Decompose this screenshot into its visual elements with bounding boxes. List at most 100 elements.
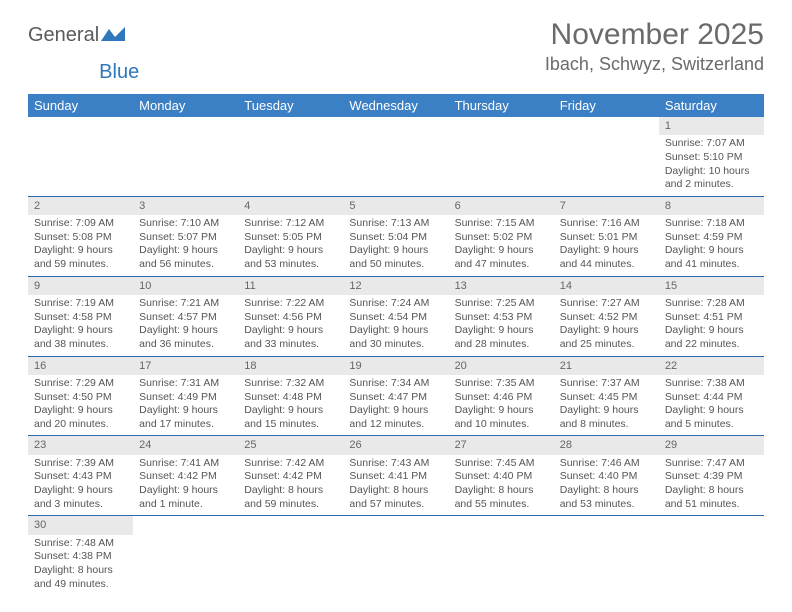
daylight-text: Daylight: 9 hours and 30 minutes. [349,324,442,351]
sunrise-text: Sunrise: 7:31 AM [139,377,232,391]
calendar-empty-cell [659,516,764,595]
day-number: 20 [449,357,554,375]
logo: General [28,18,125,47]
daylight-text: Daylight: 9 hours and 59 minutes. [34,244,127,271]
daylight-text: Daylight: 9 hours and 41 minutes. [665,244,758,271]
day-number: 25 [238,436,343,454]
calendar-body: 1Sunrise: 7:07 AMSunset: 5:10 PMDaylight… [28,117,764,595]
calendar-day-cell: 8Sunrise: 7:18 AMSunset: 4:59 PMDaylight… [659,196,764,276]
sunrise-text: Sunrise: 7:24 AM [349,297,442,311]
logo-text-1: General [28,24,99,47]
daylight-text: Daylight: 9 hours and 28 minutes. [455,324,548,351]
sunset-text: Sunset: 4:57 PM [139,311,232,325]
sunset-text: Sunset: 5:10 PM [665,151,758,165]
sunset-text: Sunset: 4:40 PM [455,470,548,484]
calendar-day-cell: 11Sunrise: 7:22 AMSunset: 4:56 PMDayligh… [238,276,343,356]
calendar-day-cell: 14Sunrise: 7:27 AMSunset: 4:52 PMDayligh… [554,276,659,356]
calendar-day-cell: 23Sunrise: 7:39 AMSunset: 4:43 PMDayligh… [28,436,133,516]
calendar-empty-cell [554,117,659,196]
day-number: 10 [133,277,238,295]
day-number: 11 [238,277,343,295]
calendar-day-cell: 30Sunrise: 7:48 AMSunset: 4:38 PMDayligh… [28,516,133,595]
flag-icon [101,27,125,45]
day-number: 23 [28,436,133,454]
sunset-text: Sunset: 5:01 PM [560,231,653,245]
sunrise-text: Sunrise: 7:27 AM [560,297,653,311]
sunset-text: Sunset: 4:54 PM [349,311,442,325]
sunrise-text: Sunrise: 7:46 AM [560,457,653,471]
weekday-header: Monday [133,94,238,117]
calendar-empty-cell [343,117,448,196]
daylight-text: Daylight: 9 hours and 53 minutes. [244,244,337,271]
day-number: 3 [133,197,238,215]
calendar-day-cell: 26Sunrise: 7:43 AMSunset: 4:41 PMDayligh… [343,436,448,516]
calendar-day-cell: 28Sunrise: 7:46 AMSunset: 4:40 PMDayligh… [554,436,659,516]
sunrise-text: Sunrise: 7:35 AM [455,377,548,391]
calendar-empty-cell [238,516,343,595]
calendar-empty-cell [449,516,554,595]
day-number: 27 [449,436,554,454]
day-number: 17 [133,357,238,375]
daylight-text: Daylight: 10 hours and 2 minutes. [665,165,758,192]
calendar-empty-cell [133,516,238,595]
sunset-text: Sunset: 4:56 PM [244,311,337,325]
day-number: 24 [133,436,238,454]
weekday-header: Friday [554,94,659,117]
sunset-text: Sunset: 4:51 PM [665,311,758,325]
weekday-header: Thursday [449,94,554,117]
sunset-text: Sunset: 4:53 PM [455,311,548,325]
sunrise-text: Sunrise: 7:13 AM [349,217,442,231]
calendar-day-cell: 20Sunrise: 7:35 AMSunset: 4:46 PMDayligh… [449,356,554,436]
calendar-week-row: 2Sunrise: 7:09 AMSunset: 5:08 PMDaylight… [28,196,764,276]
day-number: 18 [238,357,343,375]
sunset-text: Sunset: 4:58 PM [34,311,127,325]
daylight-text: Daylight: 9 hours and 1 minute. [139,484,232,511]
day-number: 19 [343,357,448,375]
sunrise-text: Sunrise: 7:25 AM [455,297,548,311]
sunrise-text: Sunrise: 7:28 AM [665,297,758,311]
daylight-text: Daylight: 9 hours and 33 minutes. [244,324,337,351]
day-number: 28 [554,436,659,454]
calendar-day-cell: 24Sunrise: 7:41 AMSunset: 4:42 PMDayligh… [133,436,238,516]
sunset-text: Sunset: 5:05 PM [244,231,337,245]
sunrise-text: Sunrise: 7:15 AM [455,217,548,231]
calendar-week-row: 1Sunrise: 7:07 AMSunset: 5:10 PMDaylight… [28,117,764,196]
day-number: 6 [449,197,554,215]
calendar-empty-cell [343,516,448,595]
day-number: 29 [659,436,764,454]
calendar-day-cell: 13Sunrise: 7:25 AMSunset: 4:53 PMDayligh… [449,276,554,356]
calendar-day-cell: 4Sunrise: 7:12 AMSunset: 5:05 PMDaylight… [238,196,343,276]
title-block: November 2025 Ibach, Schwyz, Switzerland [545,18,764,75]
sunrise-text: Sunrise: 7:16 AM [560,217,653,231]
day-number: 21 [554,357,659,375]
sunrise-text: Sunrise: 7:07 AM [665,137,758,151]
daylight-text: Daylight: 8 hours and 57 minutes. [349,484,442,511]
daylight-text: Daylight: 9 hours and 3 minutes. [34,484,127,511]
day-number: 2 [28,197,133,215]
sunrise-text: Sunrise: 7:45 AM [455,457,548,471]
day-number: 22 [659,357,764,375]
sunrise-text: Sunrise: 7:37 AM [560,377,653,391]
day-number: 12 [343,277,448,295]
sunset-text: Sunset: 5:07 PM [139,231,232,245]
sunrise-text: Sunrise: 7:12 AM [244,217,337,231]
sunrise-text: Sunrise: 7:10 AM [139,217,232,231]
calendar-day-cell: 10Sunrise: 7:21 AMSunset: 4:57 PMDayligh… [133,276,238,356]
daylight-text: Daylight: 9 hours and 8 minutes. [560,404,653,431]
day-number: 14 [554,277,659,295]
weekday-header-row: SundayMondayTuesdayWednesdayThursdayFrid… [28,94,764,117]
calendar-empty-cell [238,117,343,196]
day-number: 26 [343,436,448,454]
sunset-text: Sunset: 4:45 PM [560,391,653,405]
calendar-week-row: 30Sunrise: 7:48 AMSunset: 4:38 PMDayligh… [28,516,764,595]
daylight-text: Daylight: 9 hours and 25 minutes. [560,324,653,351]
daylight-text: Daylight: 9 hours and 47 minutes. [455,244,548,271]
weekday-header: Tuesday [238,94,343,117]
calendar-empty-cell [133,117,238,196]
day-number: 9 [28,277,133,295]
sunrise-text: Sunrise: 7:43 AM [349,457,442,471]
daylight-text: Daylight: 9 hours and 10 minutes. [455,404,548,431]
calendar-day-cell: 15Sunrise: 7:28 AMSunset: 4:51 PMDayligh… [659,276,764,356]
sunrise-text: Sunrise: 7:38 AM [665,377,758,391]
daylight-text: Daylight: 9 hours and 20 minutes. [34,404,127,431]
